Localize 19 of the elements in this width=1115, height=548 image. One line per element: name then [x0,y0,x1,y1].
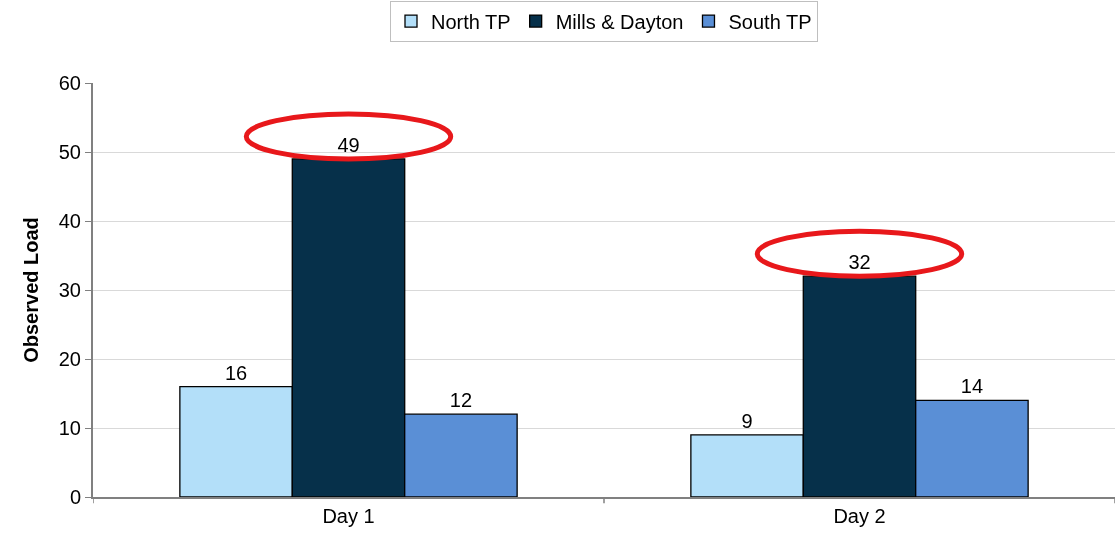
y-tick-label: 40 [58,210,81,232]
data-label: 9 [741,409,753,432]
x-tick-label: Day 2 [833,505,886,527]
legend-label: Mills & Dayton [555,10,684,33]
y-tick-label: 20 [58,348,81,370]
legend-label: South TP [728,10,812,33]
y-tick-label: 30 [58,279,81,301]
y-axis-title: Observed Load [19,217,42,363]
data-label: 32 [848,251,871,274]
legend-label: North TP [431,10,511,33]
y-tick-label: 60 [58,72,81,94]
y-tick-label: 10 [58,417,81,439]
data-label: 16 [224,361,248,384]
data-label: 14 [960,375,984,398]
data-label: 12 [449,389,473,412]
y-tick-label: 0 [69,486,81,508]
data-label: 49 [337,133,360,156]
x-tick-label: Day 1 [322,505,375,527]
y-tick-label: 50 [58,141,81,163]
